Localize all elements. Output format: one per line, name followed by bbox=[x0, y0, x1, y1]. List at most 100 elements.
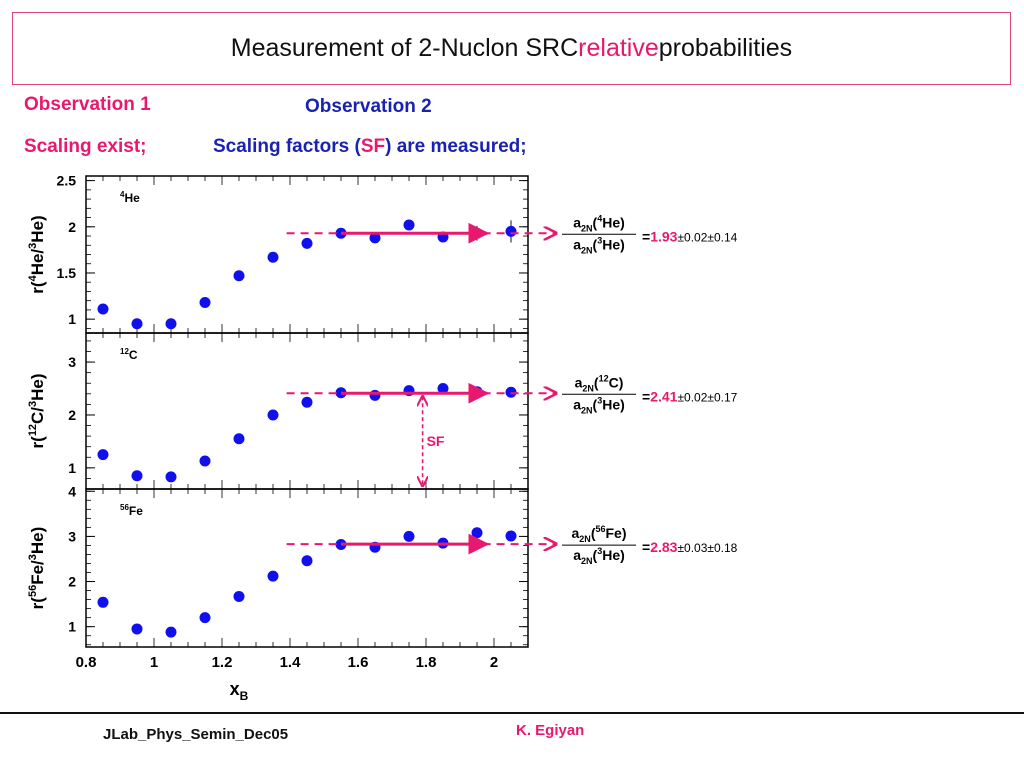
y-label-part: r( bbox=[28, 281, 47, 294]
y-label-part: He/ bbox=[28, 249, 47, 276]
panel-nucleus-tag: 4He bbox=[120, 190, 140, 205]
ratio-denominator: a2N(3He) bbox=[573, 546, 625, 566]
tag-element: C bbox=[129, 348, 138, 362]
ratio-numerator: a2N(56Fe) bbox=[572, 524, 627, 544]
y-tick-label: 2 bbox=[68, 574, 76, 590]
footer-left-text: JLab_Phys_Semin_Dec05 bbox=[103, 726, 289, 743]
observation-1-text: Scaling exist; bbox=[24, 136, 147, 157]
observation-2-text: Scaling factors (SF) are measured; bbox=[213, 136, 527, 158]
ratio-paren: ( bbox=[591, 525, 596, 541]
data-point bbox=[199, 455, 211, 467]
y-tick-label: 1 bbox=[68, 619, 76, 635]
data-point bbox=[165, 318, 177, 330]
ratio-equals: = bbox=[642, 539, 650, 555]
observation-2-label: Observation 2 bbox=[305, 96, 432, 117]
ratio-result: =2.41±0.02±0.17 bbox=[642, 388, 738, 404]
y-tick-label: 2 bbox=[68, 219, 76, 235]
panel-frame bbox=[85, 488, 529, 648]
ratio-errors: ±0.02±0.14 bbox=[677, 230, 737, 244]
ratio-sup: 56 bbox=[595, 524, 605, 534]
ratio-value: 2.41 bbox=[650, 388, 677, 404]
data-point bbox=[267, 409, 279, 421]
ratio-element: He) bbox=[602, 396, 625, 412]
data-point bbox=[199, 297, 211, 309]
ratio-a: a bbox=[573, 396, 581, 412]
panel-frame bbox=[85, 175, 529, 334]
ratio-paren: ( bbox=[594, 374, 599, 390]
observation-2-text-b: ) are measured; bbox=[385, 136, 527, 157]
data-point bbox=[505, 225, 517, 237]
ratio-paren: ( bbox=[593, 547, 598, 563]
ratio-equals: = bbox=[642, 388, 650, 404]
y-tick-label: 4 bbox=[68, 483, 76, 499]
y-label-part: r( bbox=[28, 597, 47, 610]
y-tick-label: 1 bbox=[68, 311, 76, 327]
x-label-main: x bbox=[230, 679, 240, 699]
data-point bbox=[131, 318, 143, 330]
data-point bbox=[471, 527, 483, 539]
data-point bbox=[505, 386, 517, 398]
x-axis: 0.8 1 1.2 1.4 1.6 1.8 2 xB bbox=[76, 654, 499, 703]
data-point bbox=[369, 232, 381, 244]
y-label-part: He) bbox=[28, 215, 47, 242]
ratio-a: a bbox=[573, 236, 581, 252]
data-point bbox=[165, 626, 177, 638]
data-point bbox=[199, 612, 211, 624]
data-point bbox=[267, 570, 279, 582]
ratio-element: He) bbox=[602, 547, 625, 563]
data-point bbox=[369, 389, 381, 401]
ratio-numerator: a2N(4He) bbox=[573, 213, 625, 233]
tag-superscript: 12 bbox=[120, 347, 129, 356]
ratio-result: =2.83±0.03±0.18 bbox=[642, 539, 738, 555]
ratio-sup: 12 bbox=[599, 373, 609, 383]
data-point bbox=[97, 596, 109, 608]
x-tick-label: 0.8 bbox=[76, 654, 97, 671]
observation-2-text-a: Scaling factors ( bbox=[213, 136, 361, 157]
ratio-denominator: a2N(3He) bbox=[573, 395, 625, 415]
footer-divider bbox=[0, 712, 1024, 714]
data-point bbox=[505, 530, 517, 542]
data-point bbox=[301, 396, 313, 408]
y-label-part: Fe/ bbox=[28, 560, 47, 585]
slide-title: Measurement of 2-Nuclon SRC relative pro… bbox=[12, 12, 1011, 85]
ratio-element: Fe) bbox=[606, 525, 627, 541]
ratio-numerator: a2N(12C) bbox=[575, 373, 624, 393]
data-point bbox=[131, 623, 143, 635]
x-tick-label: 1.2 bbox=[212, 654, 233, 671]
y-tick-label: 1.5 bbox=[57, 265, 77, 281]
x-tick-label: 2 bbox=[490, 654, 498, 671]
observation-1-label: Observation 1 bbox=[24, 94, 151, 115]
y-label-sup: 56 bbox=[27, 585, 39, 597]
y-label-sup: 3 bbox=[27, 554, 39, 560]
ratio-equals: = bbox=[642, 228, 650, 244]
title-text-end: probabilities bbox=[658, 34, 793, 62]
observation-2-text-sf: SF bbox=[360, 136, 386, 157]
y-axis-label: r(56Fe/3He) bbox=[27, 527, 47, 610]
ratio-value: 1.93 bbox=[650, 228, 677, 244]
data-point bbox=[267, 251, 279, 263]
ratio-sub: 2N bbox=[579, 534, 591, 544]
ratio-sub: 2N bbox=[581, 245, 593, 255]
data-point bbox=[403, 219, 415, 231]
ratio-a: a bbox=[575, 374, 583, 390]
ratio-paren: ( bbox=[593, 236, 598, 252]
x-tick-label: 1.8 bbox=[416, 654, 437, 671]
ratio-sub: 2N bbox=[581, 405, 593, 415]
ratio-a: a bbox=[572, 525, 580, 541]
ratio-element: He) bbox=[602, 236, 625, 252]
y-tick-label: 2.5 bbox=[57, 173, 77, 189]
ratio-sup: 3 bbox=[597, 235, 602, 245]
x-tick-label: 1.4 bbox=[280, 654, 302, 671]
data-point bbox=[437, 383, 449, 395]
y-label-sup: 4 bbox=[27, 274, 39, 281]
x-tick-label: 1 bbox=[150, 654, 158, 671]
data-point bbox=[131, 470, 143, 482]
y-label-sup: 12 bbox=[27, 424, 39, 436]
footer-author: K. Egiyan bbox=[516, 722, 585, 739]
data-point bbox=[165, 471, 177, 483]
ratio-denominator: a2N(3He) bbox=[573, 235, 625, 255]
y-tick-label: 1 bbox=[68, 460, 76, 476]
